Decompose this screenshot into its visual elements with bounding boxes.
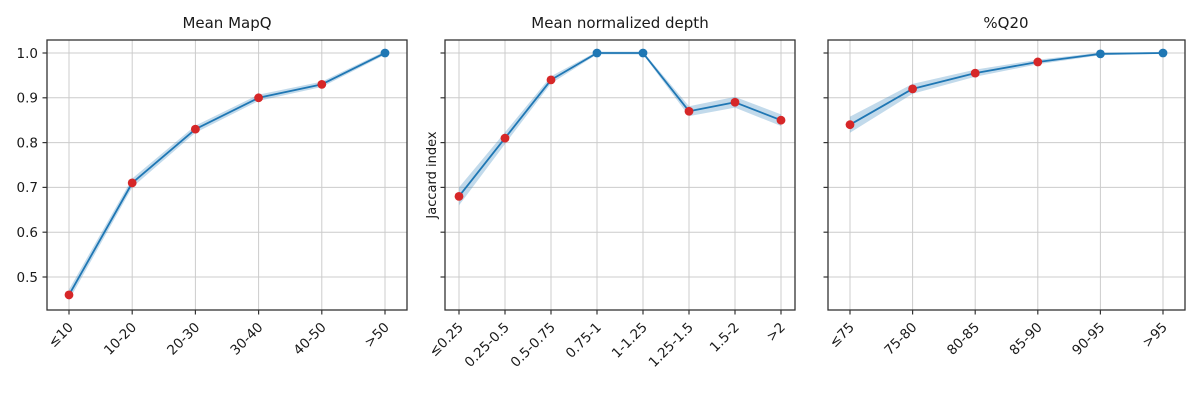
chart-panel-pct-q20: ≤75 75-80 80-85 85-90 90-95 >95 %Q20 <box>823 14 1186 359</box>
data-point-marker <box>546 75 556 85</box>
data-point-marker <box>64 290 74 300</box>
data-point-marker <box>592 48 602 58</box>
data-point-marker <box>254 93 263 103</box>
series-line <box>458 52 782 198</box>
chart-panel-mean-mapq: 0.5 0.6 0.7 0.8 0.9 1.0 ≤10 10-20 20-30 30-40 40-5… <box>17 14 408 359</box>
y-tick-label: 0.8 <box>17 135 38 151</box>
data-point-marker <box>730 97 740 107</box>
x-tick-label: 20-30 <box>164 320 203 359</box>
y-tick-label: 0.9 <box>17 91 38 107</box>
x-tick-label: 85-90 <box>1007 320 1046 359</box>
x-tick-label: >2 <box>763 320 788 345</box>
x-tick-label: ≤0.25 <box>426 320 467 361</box>
data-point-marker <box>454 191 464 201</box>
x-tick-label: 1.5-2 <box>707 320 743 356</box>
confidence-band <box>850 52 1163 133</box>
x-tick-label: >95 <box>1139 320 1170 351</box>
data-point-marker <box>317 79 327 89</box>
data-point-marker <box>1158 48 1168 58</box>
data-point-marker <box>638 48 648 58</box>
confidence-band <box>459 51 781 206</box>
axes-spines <box>444 39 796 311</box>
data-point-marker <box>191 124 200 134</box>
data-point-marker <box>380 48 390 58</box>
x-tick-label: 80-85 <box>944 320 983 359</box>
chart-plot-area: 0.5 0.6 0.7 0.8 0.9 1.0 ≤10 10-20 20-30 30-40 40-5… <box>17 39 408 359</box>
chart-title: Mean normalized depth <box>531 14 708 32</box>
axes-spines <box>827 39 1186 311</box>
data-point-marker <box>908 84 917 94</box>
axes-spines <box>46 39 408 311</box>
chart-plot-area: ≤0.250.25-0.50.5-0.75 0.75-1 1-1.251.25-1.… <box>426 39 796 371</box>
chart-title: %Q20 <box>983 14 1028 32</box>
y-tick-label: 0.5 <box>17 270 38 286</box>
x-tick-label: 90-95 <box>1069 320 1108 359</box>
x-tick-label: ≤10 <box>45 320 76 351</box>
x-tick-label: >50 <box>361 320 392 351</box>
x-tick-label: 0.5-0.75 <box>508 320 559 371</box>
y-tick-label: 0.6 <box>17 225 38 241</box>
chart-title: Mean MapQ <box>182 14 271 32</box>
x-tick-label: 75-80 <box>881 320 920 359</box>
data-point-marker <box>684 106 694 116</box>
y-axis-label: Jaccard index <box>425 131 440 219</box>
data-point-marker <box>845 120 855 130</box>
x-tick-label: 30-40 <box>227 320 266 359</box>
series-line <box>849 52 1164 126</box>
x-tick-label: 0.75-1 <box>563 320 605 362</box>
data-point-marker <box>500 133 510 143</box>
data-point-marker <box>776 115 786 125</box>
chart-panel-mean-normalized-depth: ≤0.250.25-0.50.5-0.75 0.75-1 1-1.251.25-1.… <box>425 14 796 371</box>
confidence-band <box>69 51 385 301</box>
x-tick-label: 0.25-0.5 <box>462 320 513 371</box>
chart-plot-area: ≤75 75-80 80-85 85-90 90-95 >95 <box>823 39 1186 359</box>
series-line <box>68 52 386 296</box>
data-point-marker <box>1033 57 1043 67</box>
x-tick-label: 10-20 <box>101 320 140 359</box>
y-tick-label: 1.0 <box>17 46 38 62</box>
data-point-marker <box>1096 49 1105 59</box>
x-tick-label: 1.25-1.5 <box>646 320 697 371</box>
x-tick-label: 40-50 <box>291 320 330 359</box>
y-tick-label: 0.7 <box>17 180 38 196</box>
x-tick-label: ≤75 <box>826 320 857 351</box>
data-point-marker <box>970 68 980 78</box>
x-tick-label: 1-1.25 <box>609 320 651 362</box>
data-point-marker <box>127 178 137 188</box>
